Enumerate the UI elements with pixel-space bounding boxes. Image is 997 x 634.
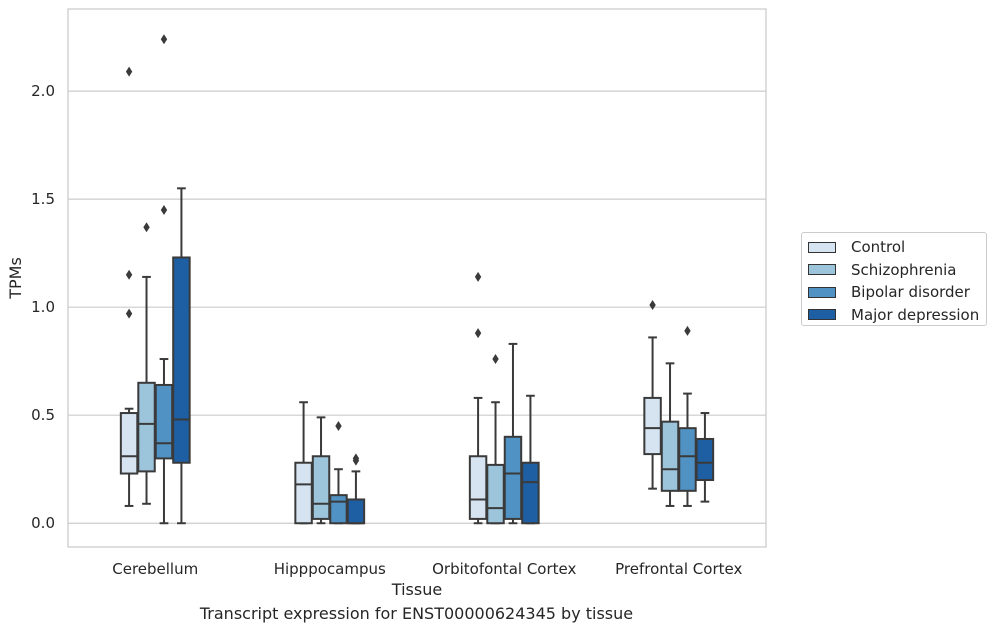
box-group [486, 354, 505, 525]
box-group [468, 271, 488, 525]
legend-label-control: Control [851, 238, 906, 257]
box-group [172, 187, 191, 525]
outlier-point [125, 269, 133, 280]
outlier-point [160, 34, 168, 45]
x-tick-labels: Cerebellum Hipppocampus Orbitofontal Corte… [112, 560, 742, 578]
box [294, 461, 313, 525]
outlier-point [160, 204, 168, 215]
legend-swatch-schizophrenia [808, 264, 836, 276]
box-group [119, 66, 139, 507]
box [468, 455, 488, 520]
y-tick-label: 0.5 [31, 406, 55, 424]
outlier-point [649, 300, 656, 311]
legend: Control Schizophrenia Bipolar disorder M… [801, 232, 987, 326]
y-tick-labels: 0.0 0.5 1.0 1.5 2.0 [31, 82, 55, 532]
outlier-point [335, 421, 342, 432]
box-group [695, 412, 715, 503]
box-group [521, 394, 540, 525]
legend-swatch-control [808, 241, 836, 253]
box [172, 256, 191, 464]
box-group [660, 362, 680, 507]
box [346, 498, 366, 525]
y-tick-label: 1.0 [31, 298, 55, 316]
y-tick-label: 0.0 [31, 514, 55, 532]
box [154, 383, 174, 460]
box-group [154, 34, 174, 525]
box-group [346, 453, 366, 525]
box-group [137, 222, 156, 505]
box [486, 463, 505, 525]
legend-label-bipolar: Bipolar disorder [851, 283, 970, 302]
legend-label-schizophrenia: Schizophrenia [851, 260, 957, 279]
x-tick-label: Prefrontal Cortex [615, 560, 742, 578]
chart-caption: Transcript expression for ENST0000062434… [199, 604, 634, 623]
legend-swatch-bipolar [808, 286, 836, 298]
outlier-point [474, 271, 482, 282]
legend-label-major-depression: Major depression [851, 305, 980, 324]
box-group [294, 401, 313, 525]
box [311, 455, 331, 520]
legend-item-control: Control [808, 236, 986, 259]
outlier-point [125, 66, 133, 77]
legend-item-bipolar: Bipolar disorder [808, 281, 986, 304]
box-group [311, 416, 331, 525]
box-group [678, 325, 697, 507]
outlier-point [492, 354, 499, 365]
boxes [119, 34, 715, 525]
legend-item-schizophrenia: Schizophrenia [808, 259, 986, 282]
y-tick-label: 1.5 [31, 190, 55, 208]
plot-frame [67, 8, 767, 548]
y-axis-label: TPMs [6, 257, 25, 300]
box [643, 396, 662, 456]
box [678, 427, 697, 492]
box [660, 420, 680, 492]
legend-swatch-major-depression [808, 309, 836, 321]
outlier-point [125, 308, 133, 319]
x-tick-label: Hipppocampus [274, 560, 386, 578]
legend-item-major-depression: Major depression [808, 304, 986, 327]
y-tick-label: 2.0 [31, 82, 55, 100]
outlier-point [474, 328, 482, 339]
box [119, 412, 139, 475]
box-group [643, 300, 662, 490]
box [329, 494, 348, 525]
outlier-point [352, 453, 360, 464]
box-group [329, 421, 348, 525]
outlier-point [684, 325, 691, 336]
box [521, 461, 540, 525]
box [503, 435, 523, 520]
outlier-point [143, 222, 150, 233]
box [695, 437, 715, 482]
x-tick-label: Cerebellum [112, 560, 198, 578]
x-tick-label: Orbitofontal Cortex [432, 560, 576, 578]
box-group [503, 342, 523, 525]
box [137, 381, 156, 473]
x-axis-label: Tissue [391, 580, 442, 599]
